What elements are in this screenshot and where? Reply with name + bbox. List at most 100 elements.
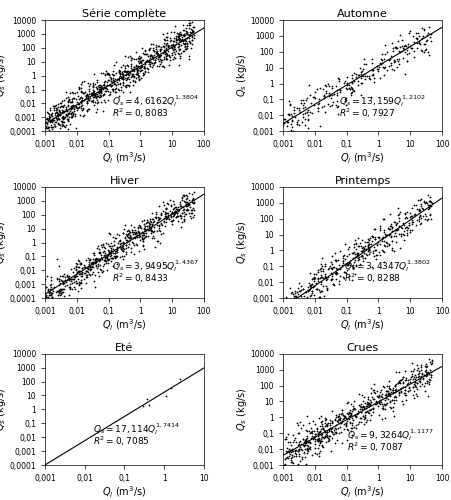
Point (90, 277, 97, 285)
Point (104, 96, 111, 104)
Point (308, 424, 315, 432)
Point (312, 88, 319, 96)
Point (148, 52, 155, 60)
Point (112, 80, 119, 88)
Point (85, 82, 92, 90)
Point (348, 424, 355, 432)
Point (339, 409, 346, 417)
Point (331, 428, 338, 436)
Point (371, 78, 378, 86)
Point (378, 415, 385, 423)
Point (163, 52, 170, 60)
Point (383, 66, 391, 74)
Point (166, 54, 174, 62)
Point (90, 258, 97, 266)
Point (322, 418, 329, 426)
Point (319, 440, 326, 448)
Point (364, 238, 371, 246)
Point (336, 412, 343, 420)
Point (123, 70, 130, 78)
Point (43, 115, 51, 123)
Point (189, 196, 196, 203)
Point (161, 36, 169, 44)
Point (183, 30, 190, 38)
Point (179, 22, 186, 30)
Point (373, 400, 380, 407)
Point (156, 202, 163, 210)
Point (72, 272, 79, 280)
Point (44, 286, 51, 294)
Point (413, 390, 420, 398)
Point (100, 247, 107, 255)
Point (76, 282, 83, 290)
Point (174, 36, 181, 44)
Point (308, 290, 316, 298)
Point (60, 107, 67, 115)
Point (97, 91, 104, 99)
Point (316, 293, 323, 301)
Point (170, 43, 178, 51)
Point (166, 52, 173, 60)
Point (358, 400, 365, 408)
Point (161, 201, 168, 209)
Point (316, 293, 323, 301)
Point (336, 424, 343, 432)
Point (382, 392, 389, 400)
Point (136, 60, 143, 68)
Point (110, 78, 118, 86)
Point (79, 105, 86, 113)
Point (135, 72, 143, 80)
Point (90, 81, 97, 89)
Point (391, 382, 398, 390)
Point (46, 291, 53, 299)
Point (154, 51, 161, 59)
Point (392, 226, 399, 234)
Point (391, 382, 399, 390)
Point (327, 270, 335, 278)
Point (356, 253, 363, 261)
Point (91, 251, 98, 259)
Point (66, 275, 73, 283)
Point (99, 85, 106, 93)
Point (122, 76, 129, 84)
Point (360, 392, 368, 400)
Point (145, 56, 152, 64)
Point (101, 98, 108, 106)
Point (59, 118, 66, 126)
Point (59, 272, 66, 280)
Point (141, 220, 148, 228)
Point (124, 232, 131, 239)
Point (297, 96, 304, 104)
Point (165, 216, 172, 224)
Point (101, 87, 109, 95)
Point (107, 248, 115, 256)
Point (346, 412, 354, 420)
Point (372, 246, 379, 254)
Point (147, 62, 154, 70)
Point (360, 415, 368, 423)
Point (396, 208, 403, 216)
Point (185, 22, 192, 30)
Point (121, 68, 128, 76)
Point (93, 264, 101, 272)
Point (73, 104, 80, 112)
Point (43, 122, 50, 130)
Point (76, 263, 83, 271)
Point (183, 24, 190, 32)
Point (133, 231, 141, 239)
Point (318, 433, 325, 441)
Point (404, 208, 411, 216)
Point (365, 406, 373, 413)
Point (175, 40, 182, 48)
Point (368, 398, 375, 406)
Point (60, 118, 68, 126)
Point (426, 211, 433, 219)
Point (115, 74, 122, 82)
Point (331, 256, 339, 264)
Point (312, 420, 319, 428)
Title: Crues: Crues (346, 343, 379, 353)
Point (396, 222, 403, 230)
Point (88, 258, 95, 266)
Point (129, 70, 136, 78)
Point (373, 246, 380, 254)
